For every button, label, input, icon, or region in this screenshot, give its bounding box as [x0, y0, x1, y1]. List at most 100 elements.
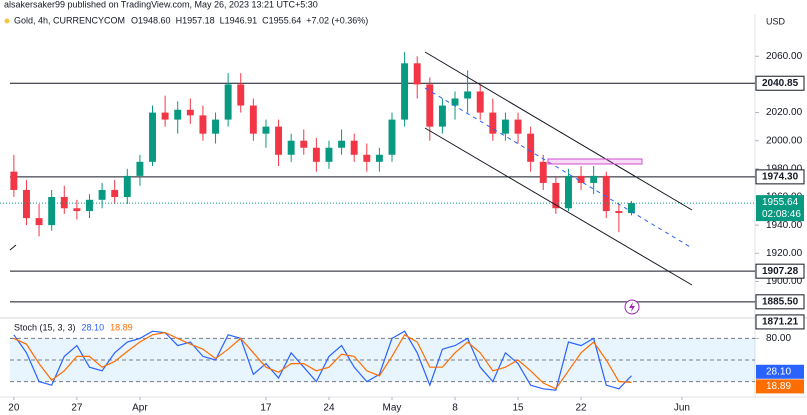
candle-body	[35, 218, 43, 226]
stoch-value-label: 18.89	[766, 381, 791, 392]
level-box	[755, 75, 805, 91]
symbol-dot	[4, 18, 10, 24]
candle-body	[136, 161, 144, 176]
candle-body	[338, 140, 346, 148]
y-tick-label: 1980.00	[766, 163, 803, 174]
candle-body	[60, 196, 68, 209]
x-tick-label: 22	[575, 403, 587, 414]
candle-body	[552, 182, 560, 209]
candle-body	[98, 189, 106, 200]
candle-body	[249, 105, 257, 134]
candle-body	[438, 105, 446, 127]
candle-body	[476, 91, 484, 113]
candle-body	[401, 63, 409, 120]
stoch-value-box	[756, 379, 804, 394]
ohlc-label: L1946.91	[220, 15, 258, 25]
candle-body	[262, 126, 270, 134]
candle-body	[73, 208, 81, 212]
channel-lower	[424, 127, 693, 286]
candle-body	[312, 147, 320, 162]
stoch-value-box	[756, 364, 804, 379]
x-tick-label: 20	[8, 403, 20, 414]
candle-body	[161, 112, 169, 120]
candle-body	[350, 140, 358, 155]
candle-body	[224, 84, 232, 120]
candle-body	[426, 84, 434, 127]
candle-body	[539, 161, 547, 183]
y-tick-label: 2000.00	[766, 135, 803, 146]
candle-body	[212, 119, 220, 134]
stoch-value: 28.10	[82, 322, 105, 332]
candle-body	[48, 196, 56, 226]
stoch-pane: Stoch (15, 3, 3) 28.10 18.89	[10, 322, 755, 391]
legend: Gold, 4h, CURRENCYCOM O1948.60 H1957.18 L1…	[4, 15, 368, 25]
candle-body	[23, 189, 30, 219]
candle-body	[615, 211, 623, 214]
candle-body	[10, 171, 18, 190]
y-tick-label: 2060.00	[766, 51, 803, 62]
candle-body	[111, 189, 119, 197]
current-price-label: 1955.64	[762, 197, 799, 208]
level-label: 1871.21	[762, 317, 799, 328]
candle-body	[577, 175, 585, 183]
y-tick-label: 80.00	[766, 333, 791, 344]
y-tick-label: 1900.00	[766, 276, 803, 287]
y-tick-label: 1920.00	[766, 248, 803, 259]
candle-body	[123, 175, 131, 197]
axes: 2060.002020.002000.001980.001960.001940.…	[8, 51, 805, 414]
countdown: 02:08:46	[762, 209, 801, 220]
zone	[547, 158, 643, 165]
y-tick-label: 1940.00	[766, 220, 803, 231]
stoch-title: Stoch (15, 3, 3)	[14, 322, 76, 332]
candle-body	[300, 140, 308, 148]
candle-body	[602, 175, 610, 212]
ohlc-label: +7.02 (+0.36%)	[306, 15, 368, 25]
level-box	[755, 169, 805, 185]
candle-body	[325, 147, 333, 162]
stoch-value: 18.89	[110, 322, 133, 332]
candle-body	[149, 112, 156, 162]
level-box	[755, 294, 805, 310]
level-label: 2040.85	[762, 78, 799, 89]
candle-body	[388, 119, 396, 155]
stoch-line	[13, 332, 632, 390]
ohlc-label: H1957.18	[176, 15, 215, 25]
level-label: 1907.28	[762, 266, 799, 277]
candle-body	[363, 154, 371, 162]
candle-body	[501, 119, 509, 134]
candle-body	[237, 84, 245, 106]
header: alsakersaker99 published on TradingView.…	[4, 0, 318, 9]
x-tick-label: 17	[260, 403, 272, 414]
x-tick-label: Jun	[674, 403, 690, 414]
level-box	[755, 314, 805, 330]
channel-upper	[424, 51, 693, 211]
x-tick-label: Apr	[132, 403, 148, 414]
x-tick-label: 27	[71, 403, 83, 414]
candle-body	[375, 154, 383, 162]
x-tick-label: 8	[452, 403, 458, 414]
drawings	[9, 51, 693, 315]
candle-body	[527, 133, 535, 162]
candle-body	[186, 109, 194, 116]
currency: USD	[766, 16, 786, 26]
candle-body	[413, 63, 421, 85]
stoch-value-label: 28.10	[766, 366, 791, 377]
candle-body	[628, 203, 635, 214]
level-label: 1885.50	[762, 296, 799, 307]
candle-body	[287, 140, 295, 155]
candle-body	[564, 175, 572, 209]
candle-body	[489, 112, 497, 134]
candle-body	[174, 109, 182, 120]
candle-body	[199, 115, 207, 134]
marker	[9, 244, 17, 251]
candle-body	[451, 98, 459, 106]
candle-body	[514, 119, 522, 134]
symbol-title: Gold, 4h, CURRENCYCOM	[14, 15, 125, 25]
y-tick-label: 2020.00	[766, 107, 803, 118]
ohlc-label: C1955.64	[262, 15, 301, 25]
level-label: 1974.30	[762, 172, 799, 183]
current-price-box	[756, 195, 804, 222]
channel-middle	[424, 87, 693, 249]
event-icon-bolt	[629, 302, 635, 312]
